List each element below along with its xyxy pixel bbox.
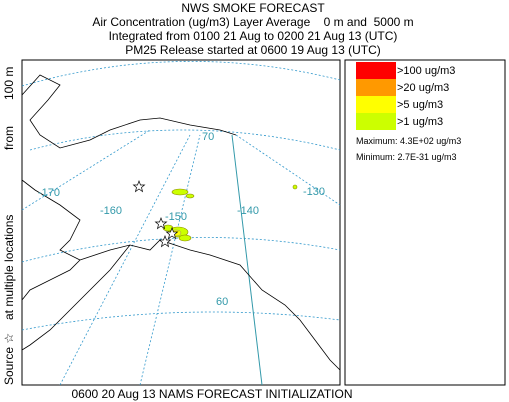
legend-swatch xyxy=(356,96,396,113)
map-label: -130 xyxy=(303,186,325,198)
legend: Maximum: 4.3E+02 ug/m3 Minimum: 2.7E-31 … xyxy=(344,59,506,386)
legend-label: >1 ug/m3 xyxy=(397,116,443,128)
side-label: Source ☆ xyxy=(2,333,16,385)
graticule xyxy=(59,134,191,386)
map-label: -160 xyxy=(100,205,122,217)
sources xyxy=(132,180,179,248)
graticule xyxy=(21,311,341,331)
legend-label: >100 ug/m3 xyxy=(397,65,455,77)
legend-label: >20 ug/m3 xyxy=(397,82,449,94)
footer: 0600 20 Aug 13 NAMS FORECAST INITIALIZAT… xyxy=(72,387,353,401)
side-label: 100 m xyxy=(2,67,16,100)
graticule xyxy=(235,134,341,206)
legend-swatch xyxy=(356,79,396,96)
legend-swatch xyxy=(356,62,396,79)
legend-swatch xyxy=(356,113,396,130)
map-label: 70 xyxy=(202,131,214,143)
legend-label: >5 ug/m3 xyxy=(397,99,443,111)
map-label: 60 xyxy=(216,296,228,308)
border xyxy=(231,134,263,386)
coastline xyxy=(21,74,341,371)
graticule xyxy=(29,129,341,151)
legend-minimum: Minimum: 2.7E-31 ug/m3 xyxy=(356,152,457,162)
graticule xyxy=(139,134,201,386)
side-label: at multiple locations xyxy=(2,215,16,320)
graticule xyxy=(21,61,341,87)
map-label: -150 xyxy=(165,211,187,223)
subtitle: PM25 Release started at 0600 19 Aug 13 (… xyxy=(125,43,380,57)
graticule xyxy=(21,129,151,211)
subtitle: Air Concentration (ug/m3) Layer Average … xyxy=(92,15,413,29)
side-labels: Source ☆ at multiple locations from 100 … xyxy=(2,67,16,385)
map-label: -170 xyxy=(38,187,60,199)
subtitle: Integrated from 0100 21 Aug to 0200 21 A… xyxy=(109,29,398,43)
map-frame xyxy=(21,59,341,386)
map-label: -140 xyxy=(237,205,259,217)
title: NWS SMOKE FORECAST xyxy=(181,1,325,15)
map: -170 -160 -150 -140 -130 70 60 xyxy=(21,59,341,386)
side-label: from xyxy=(2,126,16,150)
legend-maximum: Maximum: 4.3E+02 ug/m3 xyxy=(356,136,461,146)
